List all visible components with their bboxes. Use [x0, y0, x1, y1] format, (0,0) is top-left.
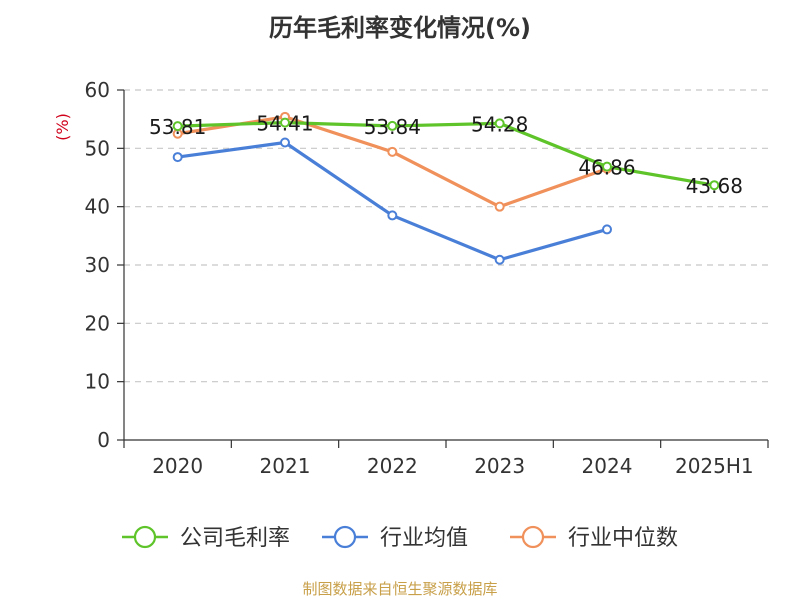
series-lines — [172, 111, 720, 265]
data-point — [172, 121, 183, 132]
data-labels: 53.81 54.41 53.84 54.28 46.86 43.68 — [149, 112, 743, 199]
data-point — [494, 201, 505, 212]
legend-label: 行业均值 — [380, 526, 468, 551]
y-tick-label: 60 — [85, 78, 110, 102]
legend-item: 公司毛利率 — [122, 525, 290, 551]
data-label: 53.81 — [149, 115, 206, 139]
x-tick-label: 2022 — [367, 454, 418, 478]
y-tick-label: 40 — [85, 195, 110, 219]
legend-marker — [521, 525, 545, 549]
series-line — [177, 121, 715, 187]
data-point — [387, 210, 398, 221]
data-label: 53.84 — [364, 115, 421, 139]
x-tick-label: 2021 — [260, 454, 311, 478]
y-tick-label: 30 — [85, 253, 110, 277]
data-point — [709, 180, 720, 191]
y-tick-label: 20 — [85, 311, 110, 335]
x-tick-label: 2023 — [474, 454, 525, 478]
data-label: 43.68 — [686, 174, 743, 198]
data-point — [280, 117, 290, 128]
x-tick-label: 2020 — [152, 454, 203, 478]
series-line — [177, 140, 608, 262]
data-point — [602, 161, 612, 172]
y-tick-label: 50 — [85, 136, 110, 160]
data-label: 54.28 — [471, 112, 528, 136]
data-point — [602, 224, 612, 235]
data-point — [387, 120, 398, 131]
x-tick-label: 2024 — [582, 454, 633, 478]
data-label: 46.86 — [578, 156, 635, 180]
legend-label: 公司毛利率 — [180, 526, 290, 551]
legend-marker — [133, 525, 157, 549]
data-point — [387, 146, 398, 157]
x-tick-label: 2025H1 — [675, 454, 754, 478]
legend-marker — [333, 525, 357, 549]
axes: 0 10 20 30 40 50 60 2020 2021 2022 2023 2024 2025H1 — [85, 78, 769, 478]
data-source-note: 制图数据来自恒生聚源数据库 — [302, 580, 498, 598]
y-tick-label: 0 — [97, 428, 110, 452]
legend-item: 行业均值 — [322, 525, 468, 551]
legend-label: 行业中位数 — [568, 526, 678, 551]
grid-lines — [124, 89, 768, 383]
data-label: 54.41 — [256, 112, 313, 136]
data-point — [494, 118, 505, 129]
data-point — [172, 152, 183, 163]
data-point — [280, 137, 290, 148]
data-point — [494, 254, 505, 265]
y-axis-unit-label: (%) — [53, 113, 72, 141]
legend: 公司毛利率 行业均值 行业中位数 — [122, 525, 678, 551]
y-tick-label: 10 — [85, 370, 110, 394]
legend-item: 行业中位数 — [510, 525, 678, 551]
chart-title: 历年毛利率变化情况(%) — [269, 14, 531, 42]
